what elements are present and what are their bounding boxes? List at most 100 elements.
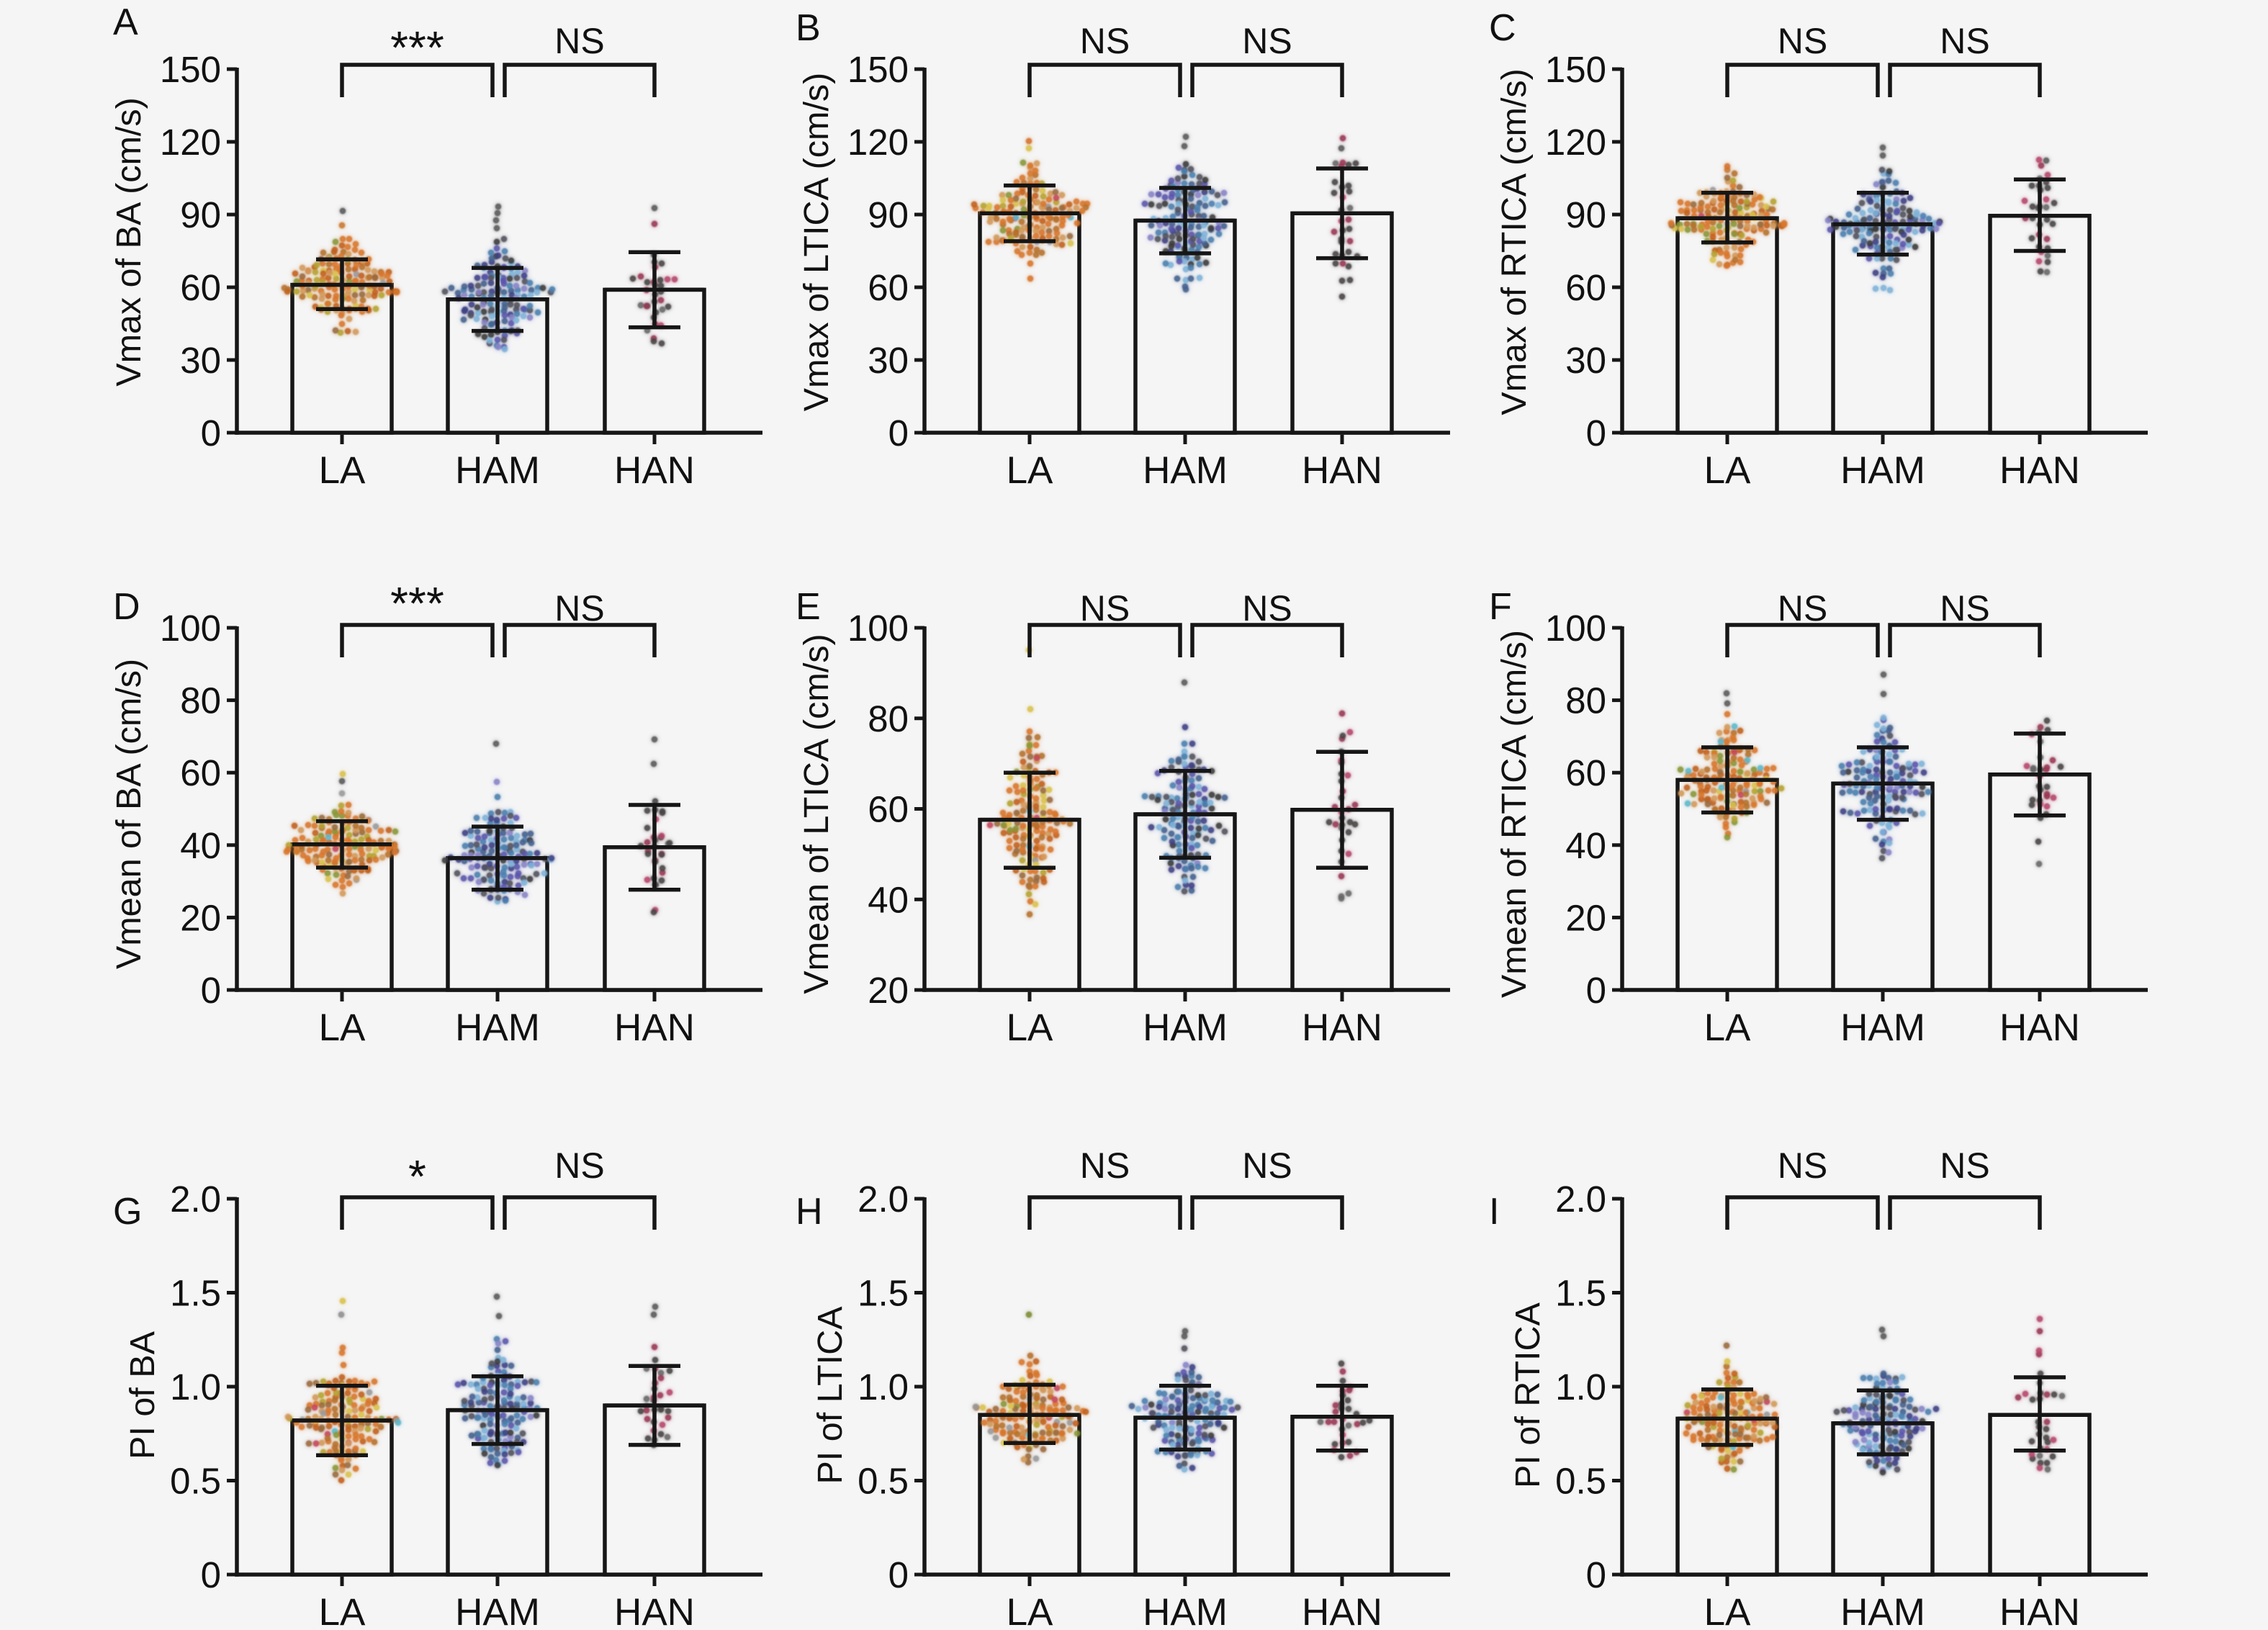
svg-text:NS: NS [554,588,604,629]
svg-text:NS: NS [1080,1145,1130,1186]
svg-text:PI of LTICA: PI of LTICA [811,1306,850,1485]
svg-text:NS: NS [1778,588,1827,629]
svg-text:60: 60 [1565,267,1606,308]
svg-text:HAN: HAN [614,1591,695,1630]
svg-text:HAN: HAN [1999,449,2080,492]
svg-text:20: 20 [180,897,221,938]
svg-text:0: 0 [201,1554,221,1595]
svg-text:150: 150 [847,49,909,90]
svg-text:120: 120 [160,122,221,163]
svg-text:20: 20 [1565,897,1606,938]
svg-text:HAN: HAN [1999,1591,2080,1630]
svg-text:1.5: 1.5 [1555,1273,1606,1314]
svg-text:E: E [796,586,821,628]
svg-text:HAM: HAM [1143,1591,1228,1630]
svg-text:1.5: 1.5 [858,1273,909,1314]
svg-text:NS: NS [1778,21,1827,61]
svg-text:40: 40 [180,825,221,866]
svg-text:60: 60 [868,267,909,308]
svg-text:H: H [796,1191,823,1233]
svg-text:NS: NS [1242,21,1292,61]
svg-text:NS: NS [554,21,604,61]
svg-text:90: 90 [1565,194,1606,235]
svg-text:A: A [113,1,138,43]
svg-text:HAM: HAM [455,1007,540,1049]
svg-text:30: 30 [1565,340,1606,381]
svg-text:PI of RTICA: PI of RTICA [1508,1302,1547,1487]
svg-text:NS: NS [1242,1145,1292,1186]
svg-text:HAM: HAM [1840,1591,1925,1630]
svg-text:60: 60 [180,267,221,308]
svg-text:I: I [1489,1191,1499,1233]
svg-text:G: G [113,1191,142,1233]
svg-text:1.0: 1.0 [1555,1366,1606,1408]
svg-text:HAM: HAM [455,449,540,492]
svg-text:100: 100 [1545,608,1606,649]
svg-text:100: 100 [847,608,909,649]
svg-text:80: 80 [868,698,909,739]
svg-text:90: 90 [868,194,909,235]
svg-text:LA: LA [1007,449,1053,492]
svg-text:LA: LA [319,1591,366,1630]
svg-text:0: 0 [888,413,909,454]
svg-text:150: 150 [1545,49,1606,90]
svg-text:HAN: HAN [1999,1007,2080,1049]
svg-text:20: 20 [868,970,909,1011]
svg-text:*: * [408,1151,426,1202]
svg-text:PI of BA: PI of BA [123,1330,162,1459]
svg-text:0.5: 0.5 [858,1461,909,1502]
svg-text:0: 0 [201,970,221,1011]
svg-text:0.5: 0.5 [1555,1461,1606,1502]
svg-text:LA: LA [1704,449,1751,492]
svg-text:60: 60 [868,789,909,830]
svg-text:60: 60 [1565,752,1606,793]
svg-text:Vmax of RTICA (cm/s): Vmax of RTICA (cm/s) [1495,68,1534,415]
svg-text:30: 30 [180,340,221,381]
svg-text:LA: LA [319,449,366,492]
svg-text:LA: LA [319,1007,366,1049]
svg-text:150: 150 [160,49,221,90]
svg-text:LA: LA [1704,1007,1751,1049]
svg-text:60: 60 [180,752,221,793]
svg-text:120: 120 [847,122,909,163]
svg-text:NS: NS [1242,588,1292,629]
svg-text:HAN: HAN [1302,449,1382,492]
svg-text:Vmax of BA (cm/s): Vmax of BA (cm/s) [109,97,148,387]
svg-text:1.0: 1.0 [858,1366,909,1408]
svg-text:***: *** [390,22,444,73]
svg-text:0: 0 [1586,1554,1606,1595]
svg-text:0: 0 [1586,970,1606,1011]
svg-text:30: 30 [868,340,909,381]
svg-text:F: F [1489,586,1512,628]
svg-text:Vmean of RTICA (cm/s): Vmean of RTICA (cm/s) [1495,630,1534,998]
svg-text:NS: NS [554,1145,604,1186]
svg-text:NS: NS [1940,1145,1989,1186]
svg-text:NS: NS [1080,21,1130,61]
svg-text:D: D [113,586,140,628]
svg-text:2.0: 2.0 [858,1179,909,1220]
svg-text:Vmax of LTICA (cm/s): Vmax of LTICA (cm/s) [797,73,836,412]
svg-text:HAM: HAM [1840,1007,1925,1049]
svg-text:1.5: 1.5 [170,1273,221,1314]
svg-text:100: 100 [160,608,221,649]
svg-text:0: 0 [201,413,221,454]
svg-text:LA: LA [1704,1591,1751,1630]
svg-text:HAM: HAM [455,1591,540,1630]
svg-text:0.5: 0.5 [170,1461,221,1502]
svg-text:HAN: HAN [1302,1591,1382,1630]
svg-text:C: C [1489,7,1516,49]
svg-text:0: 0 [1586,413,1606,454]
svg-text:Vmean of LTICA (cm/s): Vmean of LTICA (cm/s) [797,634,836,994]
svg-text:LA: LA [1007,1007,1053,1049]
svg-text:HAN: HAN [614,1007,695,1049]
svg-text:NS: NS [1778,1145,1827,1186]
svg-text:80: 80 [1565,680,1606,721]
svg-text:***: *** [390,577,444,629]
svg-text:40: 40 [1565,825,1606,866]
svg-text:HAN: HAN [614,449,695,492]
svg-text:2.0: 2.0 [1555,1179,1606,1220]
svg-text:NS: NS [1940,588,1989,629]
svg-text:1.0: 1.0 [170,1366,221,1408]
svg-text:90: 90 [180,194,221,235]
svg-text:NS: NS [1940,21,1989,61]
